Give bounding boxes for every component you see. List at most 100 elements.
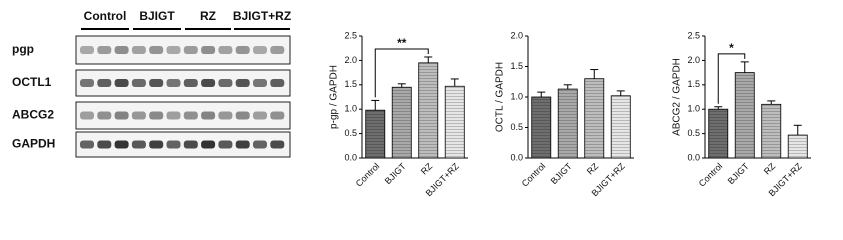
- band: [183, 46, 198, 54]
- y-tick-label: 1.5: [687, 79, 700, 89]
- bar: [531, 96, 552, 159]
- bar: [557, 88, 578, 159]
- error-bar: [793, 124, 802, 136]
- band: [114, 46, 129, 54]
- y-axis-label: OCTL / GAPDH: [495, 62, 506, 132]
- bar: [708, 108, 729, 159]
- y-tick-label: 1.0: [344, 104, 357, 114]
- band: [201, 111, 216, 120]
- error-bar: [450, 78, 459, 87]
- band: [149, 79, 164, 87]
- band: [80, 79, 94, 87]
- band: [270, 46, 285, 54]
- band: [201, 140, 216, 149]
- band: [131, 46, 146, 54]
- significance-label: *: [729, 41, 734, 55]
- group-label: RZ: [200, 9, 216, 23]
- band: [253, 79, 267, 87]
- band: [149, 46, 164, 54]
- x-tick-label: BJIGT: [726, 161, 751, 186]
- y-tick-label: 0.0: [687, 152, 700, 162]
- protein-label: OCTL1: [12, 75, 52, 89]
- band: [80, 46, 94, 54]
- band: [166, 46, 181, 54]
- figure: Control BJIGT RZ BJIGT+RZpgpOCTL1ABCG2GAPDH…: [12, 9, 811, 198]
- band: [201, 46, 216, 54]
- y-tick-label: 1.0: [510, 91, 523, 101]
- y-tick-label: 2.5: [687, 30, 700, 40]
- band: [97, 140, 112, 149]
- band: [218, 140, 233, 149]
- bar: [584, 78, 605, 159]
- x-tick-label: RZ: [419, 161, 435, 177]
- bar: [418, 62, 439, 159]
- bar: [761, 103, 782, 159]
- y-tick-label: 2.5: [344, 30, 357, 40]
- bar: [365, 109, 386, 159]
- band: [149, 111, 164, 120]
- group-label: BJIGT: [139, 9, 175, 23]
- error-bar: [767, 100, 776, 105]
- band: [235, 46, 250, 54]
- y-tick-label: 1.5: [510, 61, 523, 71]
- protein-label: pgp: [12, 42, 34, 56]
- band: [270, 79, 285, 87]
- bar: [787, 134, 808, 159]
- western-blot: Control BJIGT RZ BJIGT+RZ pgp OCTL1 ABCG2 GAPDH: [12, 9, 291, 158]
- y-tick-label: 0.0: [510, 152, 523, 162]
- bar: [391, 86, 412, 159]
- significance-bracket: [717, 53, 746, 104]
- protein-label: GAPDH: [12, 137, 55, 151]
- bar: [734, 72, 755, 159]
- error-bar: [537, 91, 546, 97]
- group-label: BJIGT+RZ: [233, 9, 291, 23]
- y-tick-label: 1.0: [687, 104, 700, 114]
- band: [218, 46, 233, 54]
- band: [131, 79, 146, 87]
- error-bar: [371, 99, 380, 111]
- group-label: Control: [84, 9, 127, 23]
- band: [166, 140, 181, 149]
- band: [97, 79, 112, 87]
- band: [253, 111, 267, 120]
- error-bar: [740, 61, 749, 73]
- band: [97, 46, 112, 54]
- band: [253, 140, 267, 149]
- y-tick-label: 1.5: [344, 79, 357, 89]
- band: [218, 79, 233, 87]
- band: [183, 79, 198, 87]
- band: [253, 46, 267, 54]
- band: [270, 140, 285, 149]
- band: [235, 111, 250, 120]
- blot-frame: [75, 35, 291, 65]
- y-axis-label: p-gp / GAPDH: [329, 65, 340, 129]
- bar: [610, 95, 631, 159]
- y-axis-label: ABCG2 / GAPDH: [672, 58, 683, 136]
- band: [114, 111, 129, 120]
- band: [80, 111, 94, 120]
- x-tick-label: Control: [697, 161, 725, 189]
- band: [201, 79, 216, 87]
- y-tick-label: 0.5: [510, 122, 523, 132]
- x-tick-label: RZ: [585, 161, 601, 177]
- band: [97, 111, 112, 120]
- error-bar: [397, 83, 406, 88]
- error-bar: [714, 106, 723, 110]
- band: [235, 140, 250, 149]
- band: [235, 79, 250, 87]
- blot-frame: [75, 101, 291, 130]
- band: [80, 140, 94, 149]
- y-tick-label: 2.0: [344, 55, 357, 65]
- x-tick-label: BJIGT: [383, 161, 408, 186]
- significance-bracket: [374, 48, 429, 98]
- band: [131, 140, 146, 149]
- error-bar: [563, 84, 572, 90]
- error-bar: [590, 69, 599, 79]
- band: [114, 140, 129, 149]
- band: [131, 111, 146, 120]
- band: [149, 140, 164, 149]
- y-tick-label: 2.0: [687, 55, 700, 65]
- bar-chart: ABCG2 / GAPDH 0.0 0.5 1.0 1.5 2.0 2.5 Control BJ…: [672, 30, 811, 198]
- band: [218, 111, 233, 120]
